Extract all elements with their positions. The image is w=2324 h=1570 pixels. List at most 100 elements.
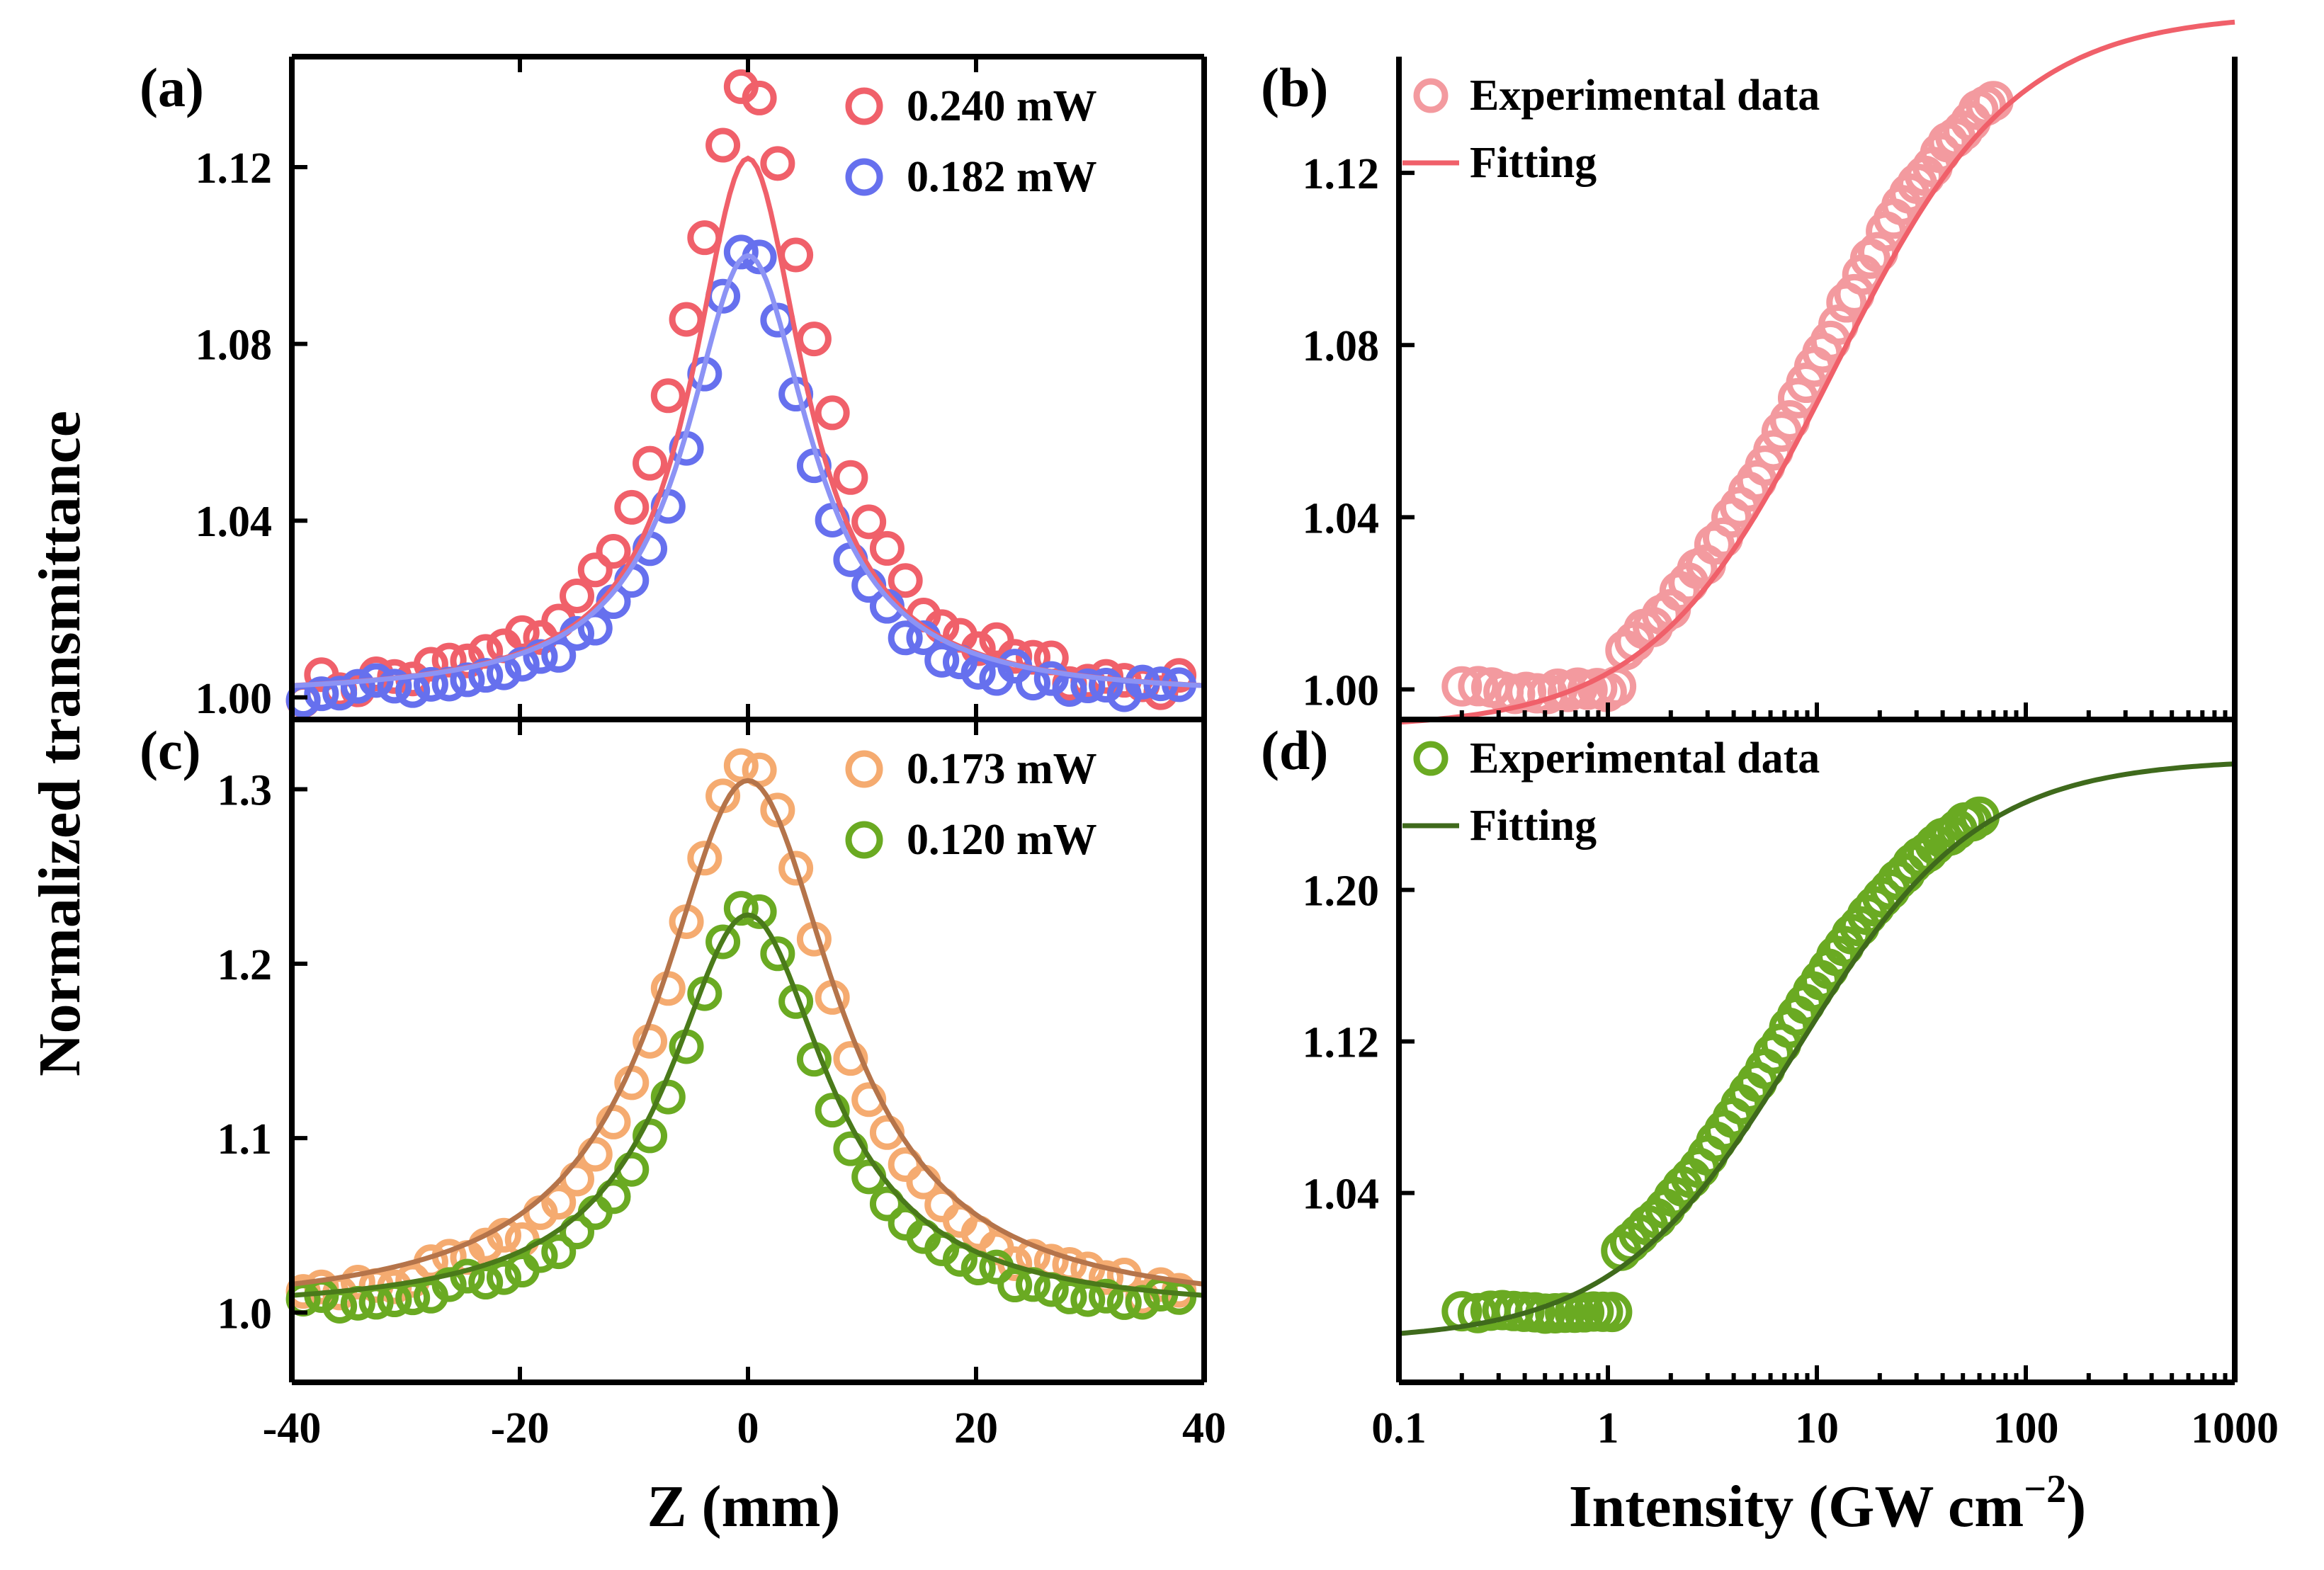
y-tick-label: 1.00 [1303,666,1380,715]
data-point [924,642,960,678]
panel-label: (a) [140,57,204,118]
panel-a: 1.00 1.04 1.08 1.12 (a) 0.240 mW 0.182 mW [140,54,1207,723]
y-tick-label: 1.12 [195,144,273,193]
data-point [705,924,741,960]
data-point [468,1265,504,1300]
data-point [633,445,668,481]
data-point [614,489,650,525]
y-tick-label: 1.00 [195,675,273,723]
x-axis-title-right-sup: −2 [2024,1467,2066,1511]
data-point [869,1186,905,1222]
data-point [504,615,540,650]
series-0-fit-line [291,778,1205,1287]
data-point [833,1041,868,1076]
panel-label: (d) [1261,719,1328,781]
data-point [687,220,722,256]
data-point [541,1234,577,1270]
x-tick-label: 0 [737,1404,759,1452]
data-point [541,1185,577,1220]
x-tick-label: 0.1 [1371,1404,1427,1452]
y-tick-label: 1.1 [217,1115,273,1164]
y-tick-label: 1.04 [195,498,273,546]
data-point [760,146,795,181]
x-tick-label: 1000 [2191,1404,2279,1452]
data-point [815,1093,850,1128]
panel-d: 1.04 1.12 1.20 0.1 1 10 100 1000 (d) Experimental… [1261,719,2279,1452]
legend-label: 0.173 mW [907,745,1097,793]
data-point [596,533,631,569]
data-point [869,530,905,566]
data-point [541,637,577,673]
x-axis-title-right: Intensity (GW cm−2) [1569,1467,2086,1540]
legend-marker [1413,78,1449,113]
x-tick-label: 100 [1993,1404,2059,1452]
data-point [1592,1292,1633,1333]
x-tick-label: 20 [954,1404,998,1452]
x-tick-label: 10 [1795,1404,1839,1452]
data-point [577,1195,613,1230]
legend-label: Fitting [1470,139,1597,187]
panel-b: 1.00 1.04 1.08 1.12 (b) Experimental data Fitt… [1261,19,2238,725]
x-tick-label: 40 [1182,1404,1226,1452]
x-tick-label: 1 [1597,1404,1619,1452]
y-tick-label: 1.0 [217,1290,273,1338]
data-point [888,563,923,598]
legend-label: Experimental data [1470,734,1820,783]
data-point [742,80,777,115]
panel-c: 1.0 1.1 1.2 1.3 -40 -20 0 20 40 (c) 0.173 mW 0.120 … [140,717,1226,1452]
panel-label: (c) [140,719,201,781]
y-tick-label: 1.12 [1303,1019,1380,1067]
data-point [577,552,613,588]
data-point [778,851,814,886]
fit-line [1398,761,2235,1336]
y-tick-label: 1.12 [1303,150,1380,198]
data-point [723,748,759,783]
legend-label: Fitting [1470,802,1597,850]
data-point [742,894,777,929]
data-point [997,1268,1033,1303]
y-tick-label: 1.04 [1303,494,1380,542]
legend-label: 0.240 mW [907,82,1097,130]
data-point [413,647,448,682]
data-point [1441,666,1483,707]
data-point [1089,1260,1124,1295]
legend-marker [845,158,883,196]
y-tick-label: 1.3 [217,767,273,815]
data-point [888,620,923,656]
data-point [322,676,358,711]
data-point [778,237,814,273]
data-point [486,1260,521,1295]
data-point [960,654,996,690]
data-point [431,642,467,678]
data-point [760,792,795,828]
legend-marker [845,821,883,859]
data-point [669,302,704,337]
legend-marker [845,87,883,125]
data-point [413,666,448,702]
data-point [1070,1282,1106,1317]
data-point [851,504,887,540]
data-point [577,1137,613,1172]
data-point [340,1265,375,1300]
fit-line [1398,19,2235,725]
legend-label: Experimental data [1470,72,1820,120]
y-tick-label: 1.2 [217,941,273,989]
data-point [633,1118,668,1154]
legend-label: 0.182 mW [907,153,1097,201]
data-point [1089,1278,1124,1314]
y-axis-title: Normalized transmittance [27,411,93,1076]
data-point [833,460,868,495]
data-point [723,234,759,270]
data-point [304,676,339,712]
y-tick-label: 1.04 [1303,1171,1380,1219]
data-point [468,1227,504,1263]
data-point [1458,666,1499,707]
data-point [560,578,594,613]
x-axis-title-left: Z (mm) [647,1474,841,1540]
y-tick-label: 1.08 [1303,322,1380,370]
y-tick-label: 1.08 [195,322,273,370]
series-1-fit-line [291,912,1205,1298]
data-point [705,127,741,163]
data-point [650,1079,686,1115]
